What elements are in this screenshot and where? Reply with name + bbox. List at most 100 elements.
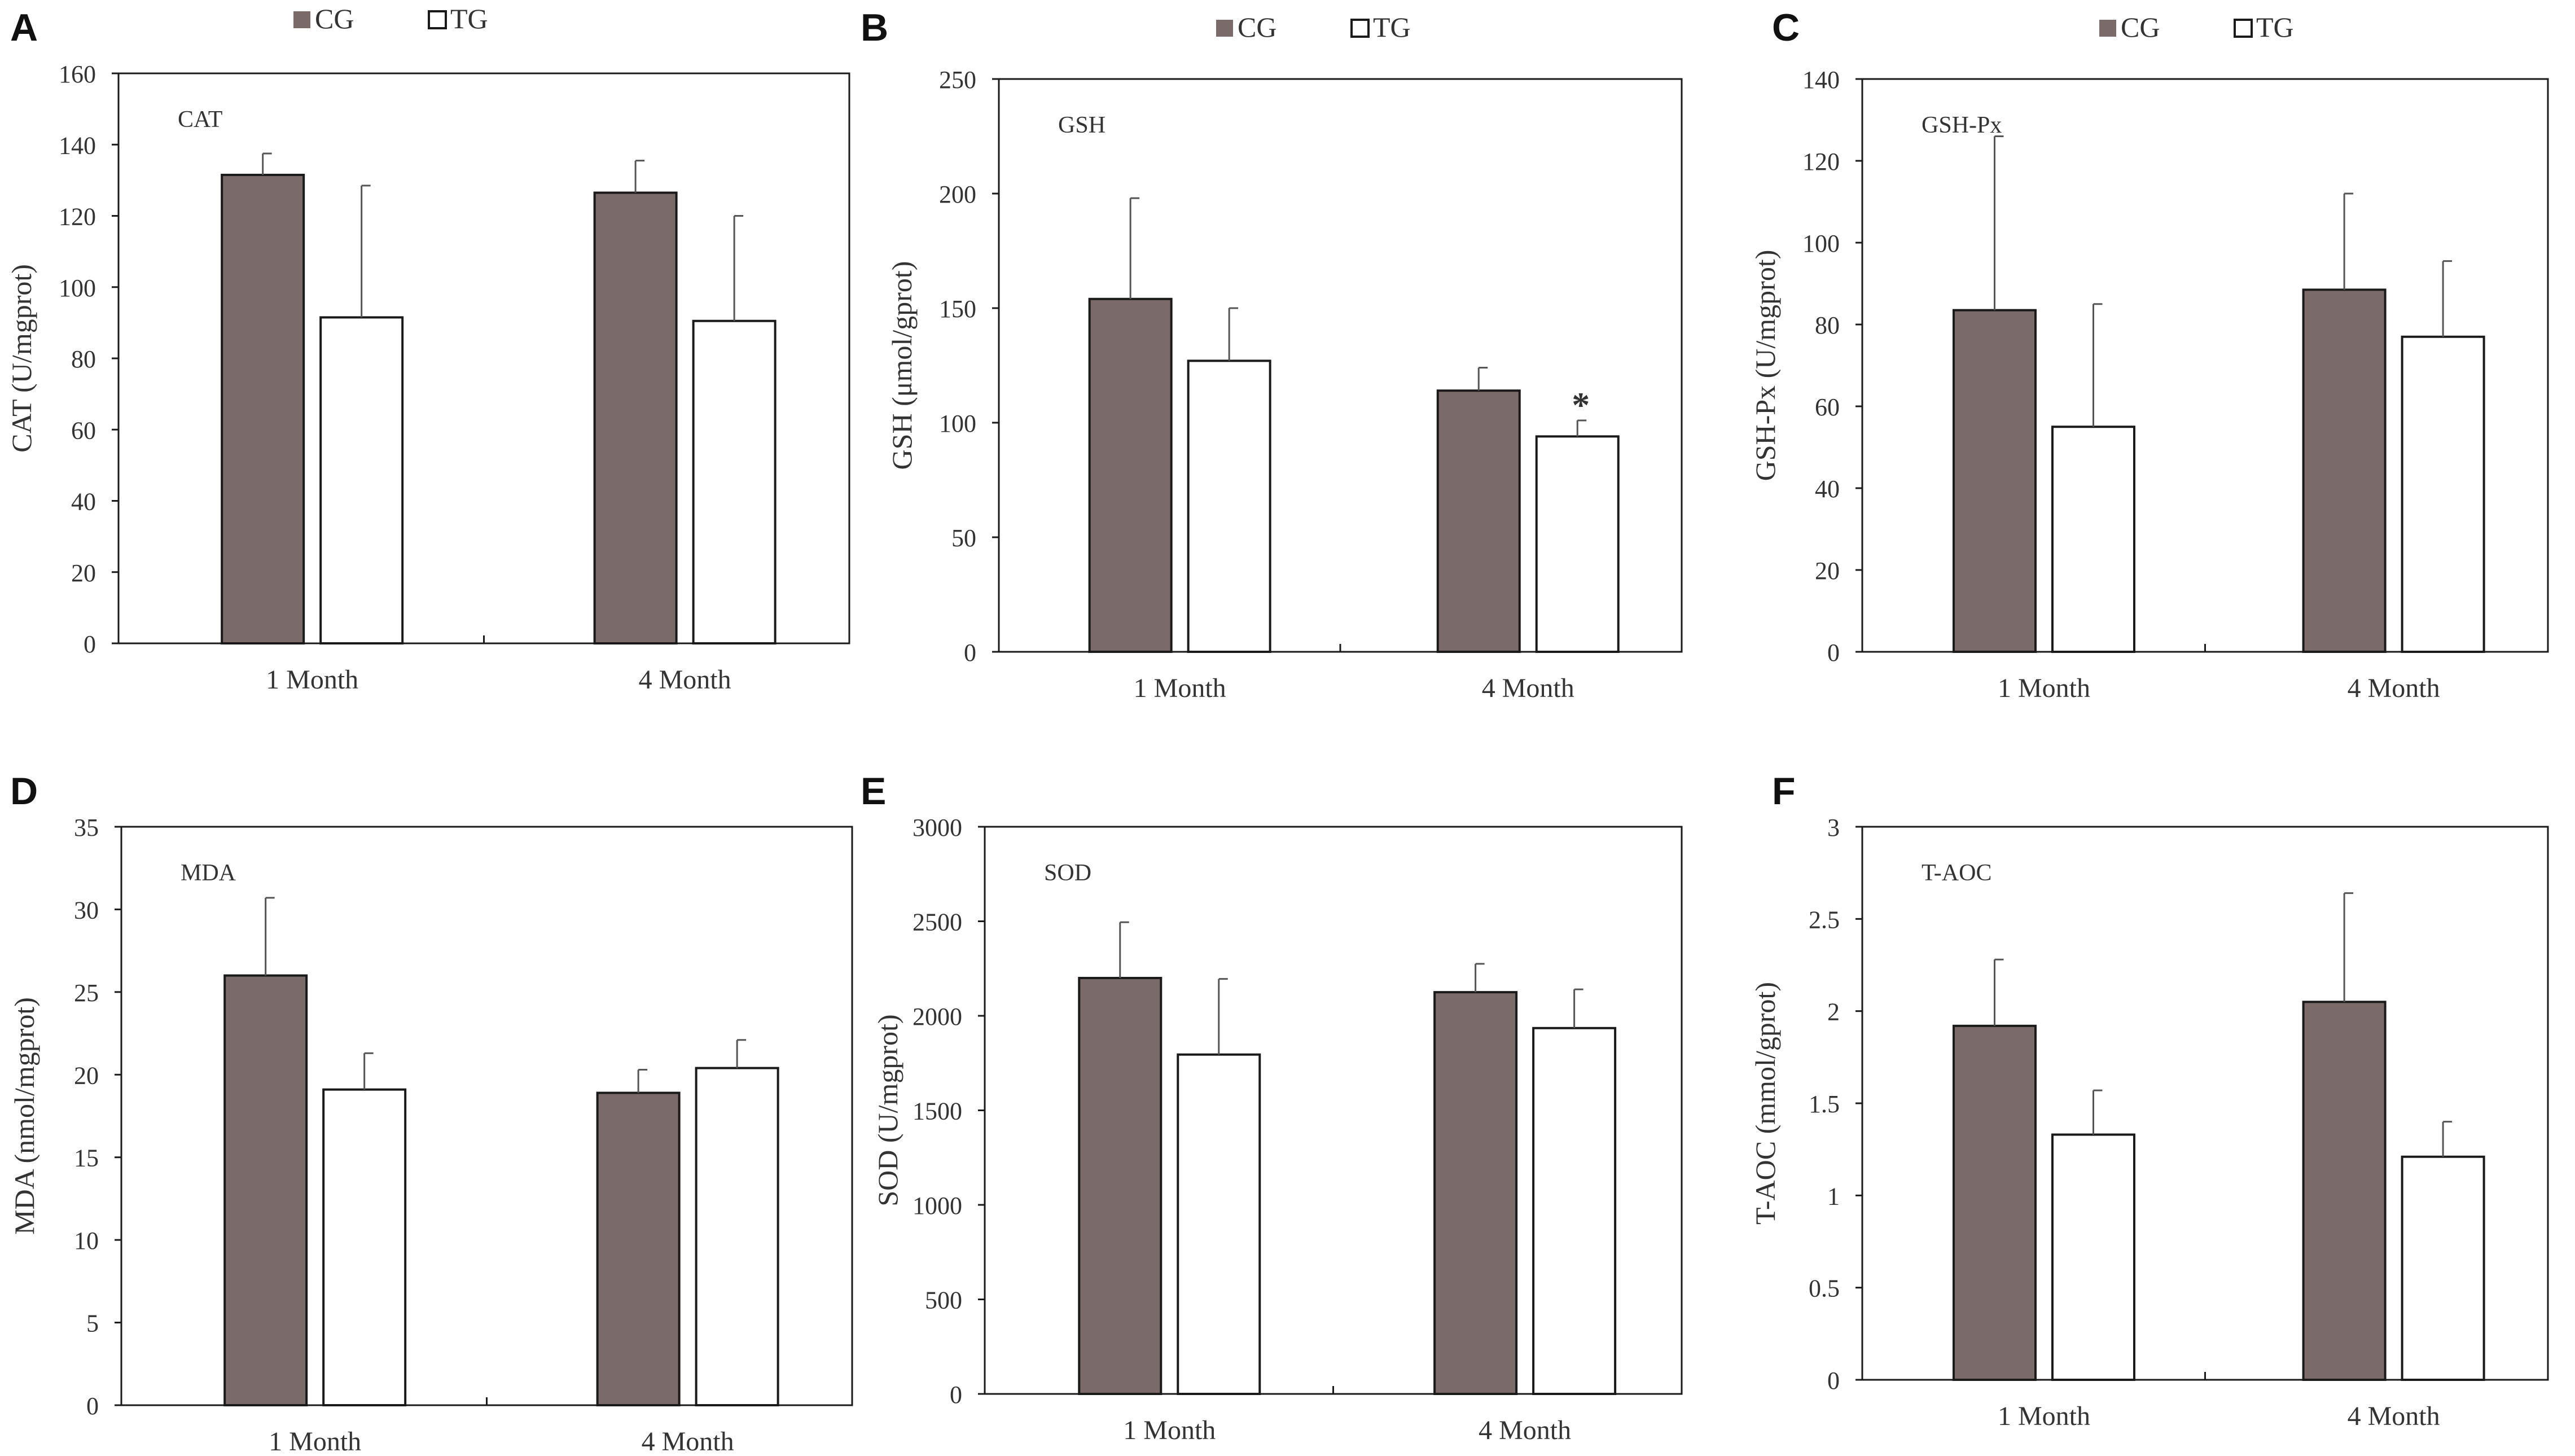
x-tick-label: 1 Month bbox=[1123, 1415, 1216, 1445]
panel-letter: D bbox=[10, 770, 38, 813]
chart-title: MDA bbox=[181, 860, 236, 886]
y-tick-label: 0 bbox=[1827, 1367, 1840, 1394]
legend-label-cg: CG bbox=[1238, 11, 1276, 43]
panel-b: B 0 50 100 150 200 250 GSH (μmol/gprot) GSH 1 Mon… bbox=[861, 6, 1683, 703]
legend-label-tg: TG bbox=[2256, 11, 2294, 43]
y-tick-label: 100 bbox=[1802, 230, 1840, 257]
y-tick-label: 40 bbox=[71, 488, 96, 516]
legend-label-cg: CG bbox=[315, 3, 354, 34]
y-tick-label: 1 bbox=[1827, 1182, 1840, 1210]
y-tick-label: 15 bbox=[74, 1144, 99, 1172]
y-tick-label: 1.5 bbox=[1809, 1090, 1840, 1118]
y-tick-label: 1500 bbox=[913, 1098, 962, 1125]
panel-letter: B bbox=[861, 6, 888, 49]
bar-cg bbox=[596, 1091, 681, 1406]
legend-label-tg: TG bbox=[1373, 11, 1411, 43]
y-axis-label: T-AOC (mmol/gprot) bbox=[1749, 982, 1781, 1225]
y-tick-label: 500 bbox=[925, 1287, 962, 1314]
legend-label-cg: CG bbox=[2121, 11, 2160, 43]
y-axis-label: MDA (nmol/mgprot) bbox=[8, 997, 40, 1235]
bar-tg bbox=[1535, 435, 1620, 653]
y-axis-label: GSH (μmol/gprot) bbox=[886, 261, 918, 470]
chart-title: T-AOC bbox=[1922, 860, 1991, 886]
x-tick-label: 1 Month bbox=[1998, 673, 2090, 703]
panel-e: E 0 500 1000 1500 2000 2500 3000 SOD (U/mgprot) S… bbox=[861, 770, 1683, 1445]
bar-cg bbox=[593, 191, 678, 644]
bar-tg bbox=[695, 1067, 779, 1406]
y-tick-label: 0 bbox=[964, 639, 976, 666]
y-tick-label: 2 bbox=[1827, 998, 1840, 1026]
bar-tg bbox=[1187, 359, 1271, 653]
bar-cg bbox=[1078, 977, 1163, 1395]
y-axis-label: GSH-Px (U/mgprot) bbox=[1749, 250, 1781, 481]
legend-swatch-cg bbox=[293, 11, 310, 28]
y-tick-label: 2.5 bbox=[1809, 906, 1840, 933]
y-tick-label: 1000 bbox=[913, 1192, 962, 1220]
y-tick-label: 140 bbox=[1802, 66, 1840, 94]
y-tick-label: 80 bbox=[1815, 312, 1840, 339]
bar-tg bbox=[2051, 426, 2135, 653]
legend-label-tg: TG bbox=[450, 3, 488, 34]
y-tick-label: 160 bbox=[59, 60, 96, 88]
panel-letter: F bbox=[1772, 770, 1796, 813]
bar-tg bbox=[2401, 335, 2485, 653]
x-tick-label: 4 Month bbox=[1479, 1415, 1571, 1445]
y-tick-label: 20 bbox=[71, 559, 96, 587]
significance-marker: * bbox=[1572, 385, 1590, 425]
x-tick-label: 4 Month bbox=[2348, 1401, 2440, 1431]
y-tick-label: 10 bbox=[74, 1227, 99, 1255]
y-tick-label: 60 bbox=[1815, 393, 1840, 421]
bar-cg bbox=[1433, 991, 1518, 1395]
y-tick-label: 200 bbox=[939, 181, 976, 208]
bar-cg bbox=[221, 173, 305, 644]
bar-cg bbox=[2302, 288, 2387, 653]
legend-swatch-tg bbox=[428, 10, 447, 29]
x-tick-label: 1 Month bbox=[266, 665, 358, 695]
x-tick-label: 4 Month bbox=[639, 665, 731, 695]
y-tick-label: 0 bbox=[1827, 639, 1840, 666]
y-tick-label: 5 bbox=[86, 1310, 99, 1337]
y-tick-label: 2000 bbox=[913, 1003, 962, 1030]
x-tick-label: 4 Month bbox=[1482, 673, 1574, 703]
bar-cg bbox=[1436, 389, 1521, 653]
bar-cg bbox=[223, 974, 308, 1406]
y-tick-label: 40 bbox=[1815, 475, 1840, 503]
y-tick-label: 0 bbox=[84, 630, 96, 658]
x-tick-label: 1 Month bbox=[1998, 1401, 2090, 1431]
y-tick-label: 2500 bbox=[913, 909, 962, 936]
y-tick-label: 0.5 bbox=[1809, 1275, 1840, 1302]
bar-tg bbox=[2051, 1133, 2135, 1381]
panel-f: F 0 0.5 1 1.5 2 2.5 3 T-AOC (mmol/gprot) T-AOC 1 M… bbox=[1749, 770, 2549, 1431]
y-tick-label: 100 bbox=[939, 410, 976, 437]
bar-tg bbox=[2401, 1155, 2485, 1382]
panel-c: C 0 20 40 60 80 100 120 140 GSH-Px (U/mgprot) GSH-… bbox=[1749, 6, 2549, 703]
y-tick-label: 80 bbox=[71, 345, 96, 373]
y-tick-label: 140 bbox=[59, 131, 96, 159]
x-tick-label: 4 Month bbox=[642, 1427, 734, 1456]
y-tick-label: 100 bbox=[59, 274, 96, 302]
panel-letter: A bbox=[10, 6, 38, 49]
panel-letter: E bbox=[861, 770, 886, 813]
legend-swatch-cg bbox=[1216, 20, 1233, 37]
bar-tg bbox=[322, 1088, 407, 1406]
y-tick-label: 60 bbox=[71, 416, 96, 444]
y-tick-label: 35 bbox=[74, 814, 99, 841]
chart-title: CAT bbox=[178, 107, 222, 133]
bar-tg bbox=[1177, 1053, 1261, 1396]
x-tick-label: 4 Month bbox=[2348, 673, 2440, 703]
x-tick-label: 1 Month bbox=[1134, 673, 1226, 703]
y-axis-label: CAT (U/mgprot) bbox=[6, 264, 37, 453]
bar-cg bbox=[2302, 1001, 2387, 1382]
legend: CG TG bbox=[2099, 11, 2294, 43]
y-tick-label: 20 bbox=[74, 1062, 99, 1089]
y-tick-label: 250 bbox=[939, 66, 976, 94]
chart-title: GSH-Px bbox=[1922, 112, 2002, 138]
legend: CG TG bbox=[1216, 11, 1411, 43]
y-axis-label: SOD (U/mgprot) bbox=[872, 1014, 903, 1206]
y-tick-label: 3000 bbox=[913, 814, 962, 841]
y-tick-label: 30 bbox=[74, 896, 99, 924]
bar-tg bbox=[692, 319, 777, 644]
y-tick-label: 120 bbox=[1802, 148, 1840, 176]
legend-swatch-cg bbox=[2099, 20, 2116, 37]
